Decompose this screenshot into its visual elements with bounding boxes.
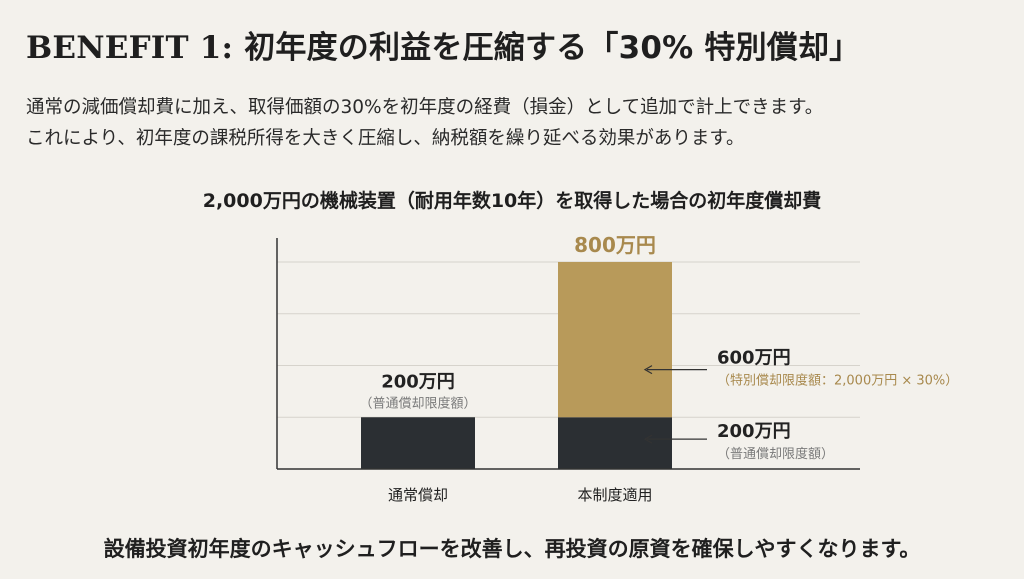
total-label: 800万円 bbox=[574, 233, 656, 257]
title-jp: 初年度の利益を圧縮する「30% 特別償却」 bbox=[244, 30, 861, 66]
data-label-note: （普通償却限度額） bbox=[359, 395, 476, 411]
x-tick-label: 本制度適用 bbox=[577, 486, 652, 504]
data-label: 200万円 bbox=[381, 371, 455, 392]
annotation-arrow-base-head bbox=[643, 434, 653, 444]
data-label-note: （特別償却限度額：2,000万円 × 30%） bbox=[717, 373, 958, 389]
description-line-2: これにより、初年度の課税所得を大きく圧縮し、納税額を繰り延べる効果があります。 bbox=[26, 128, 745, 149]
bar-normal-depreciation bbox=[558, 417, 672, 469]
footer-message: 設備投資初年度のキャッシュフローを改善し、再投資の原資を確保しやすくなります。 bbox=[103, 537, 921, 561]
page-title: BENEFIT 1: 初年度の利益を圧縮する「30% 特別償却」 bbox=[26, 22, 860, 67]
title-en: BENEFIT 1: bbox=[26, 30, 234, 66]
data-label: 200万円 bbox=[717, 421, 791, 442]
x-tick-label: 通常償却 bbox=[388, 486, 448, 504]
description-line-1: 通常の減価償却費に加え、取得価額の30%を初年度の経費（損金）として追加で計上で… bbox=[26, 97, 824, 118]
bar-normal-depreciation bbox=[361, 417, 475, 469]
description: 通常の減価償却費に加え、取得価額の30%を初年度の経費（損金）として追加で計上で… bbox=[26, 92, 823, 154]
chart-title: 2,000万円の機械装置（耐用年数10年）を取得した場合の初年度償却費 bbox=[202, 190, 822, 212]
data-label: 600万円 bbox=[717, 348, 791, 369]
bar-special-depreciation bbox=[558, 262, 672, 418]
annotation-arrow-special-head bbox=[643, 365, 653, 375]
data-label-note: （普通償却限度額） bbox=[717, 446, 834, 462]
